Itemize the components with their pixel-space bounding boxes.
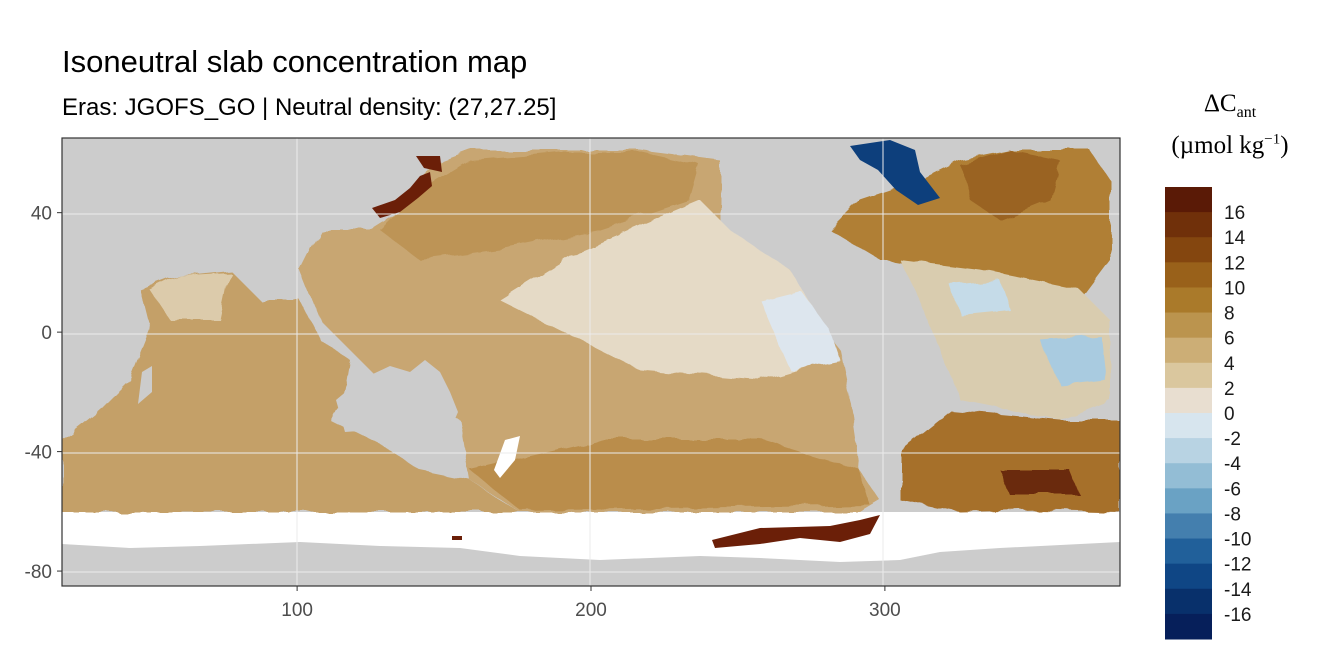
legend-title-subscript: ant	[1236, 104, 1257, 121]
colorbar-label: 0	[1224, 404, 1235, 425]
colorbar-swatch	[1165, 438, 1212, 464]
colorbar-label: 2	[1224, 379, 1235, 400]
colorbar-label: 8	[1224, 304, 1235, 325]
region-kuroshio	[372, 172, 432, 218]
colorbar-label: 14	[1224, 228, 1246, 249]
colorbar: 16 14 12 10 8 6 4 2 0 -2 -4 -6 -8 -10 -12 -14 -16	[1165, 187, 1252, 640]
colorbar-label: 16	[1224, 203, 1245, 224]
colorbar-swatch	[1165, 312, 1212, 339]
colorbar-swatch	[1165, 588, 1212, 615]
region-tropical-atlantic-blue	[1040, 335, 1105, 385]
colorbar-label: -10	[1224, 530, 1251, 551]
colorbar-swatch	[1165, 362, 1212, 389]
region-tropical-atlantic	[900, 260, 1110, 420]
colorbar-label: -4	[1224, 454, 1241, 475]
region-south-pacific-band	[470, 440, 870, 510]
colorbar-label: 4	[1224, 354, 1235, 375]
australia-land	[336, 360, 458, 446]
colorbar-swatch	[1165, 387, 1212, 414]
region-labrador-sea	[850, 140, 940, 205]
x-tick-label: 300	[869, 600, 901, 621]
region-indian-north-pale	[150, 272, 230, 320]
colorbar-label: -6	[1224, 479, 1241, 500]
colorbar-swatch	[1165, 513, 1212, 540]
y-tick-label: 40	[31, 204, 52, 225]
colorbar-swatch	[1165, 563, 1212, 590]
legend-unit-prefix: (µmol kg	[1171, 131, 1265, 159]
colorbar-swatch	[1165, 287, 1212, 314]
gridlines	[62, 138, 1120, 586]
colorbar-swatch	[1165, 237, 1212, 263]
region-north-pacific	[380, 152, 700, 260]
region-equatorial-pacific-blue	[760, 290, 840, 370]
colorbar-swatch	[1165, 613, 1212, 640]
colorbar-label: -12	[1224, 555, 1251, 576]
colorbar-swatch	[1165, 463, 1212, 489]
colorbar-label: 6	[1224, 329, 1235, 350]
colorbar-label: 12	[1224, 253, 1245, 274]
region-south-atlantic	[900, 410, 1120, 512]
colorbar-swatch	[1165, 413, 1212, 439]
x-axis: 100 200 300	[281, 586, 901, 621]
colorbar-swatch	[1165, 538, 1212, 565]
colorbar-label: -2	[1224, 429, 1241, 450]
y-tick-label: -80	[25, 562, 52, 583]
region-japan-sea	[416, 156, 442, 172]
colorbar-swatch	[1165, 488, 1212, 514]
region-equatorial-pacific	[500, 200, 830, 380]
region-ross-shelf	[452, 536, 462, 540]
region-south-atlantic-dark	[1000, 470, 1080, 495]
colorbar-swatch	[1165, 187, 1212, 213]
new-zealand-no-data	[494, 436, 520, 478]
y-axis: 40 0 -40 -80	[25, 204, 62, 583]
colorbar-label: -14	[1224, 580, 1252, 601]
y-tick-label: 0	[41, 323, 52, 344]
region-indian-ocean	[62, 270, 520, 512]
colorbar-label: -16	[1224, 605, 1251, 626]
region-north-atlantic-dark	[960, 150, 1060, 220]
region-tropical-atlantic-blue2	[950, 280, 1010, 315]
legend-title: ΔCant (µmol kg−1)	[1150, 84, 1310, 166]
legend-unit-exponent: −1	[1264, 131, 1281, 148]
colorbar-swatch	[1165, 262, 1212, 288]
colorbar-swatch	[1165, 212, 1212, 238]
legend-unit-suffix: )	[1280, 131, 1289, 159]
x-tick-label: 100	[281, 600, 313, 621]
chart-subtitle: Eras: JGOFS_GO | Neutral density: (27,27…	[62, 94, 557, 121]
colorbar-swatch	[1165, 337, 1212, 364]
colorbar-label: 10	[1224, 278, 1245, 299]
region-weddell-shelf	[712, 515, 880, 548]
y-tick-label: -40	[25, 443, 52, 464]
madagascar-land	[138, 366, 152, 404]
x-tick-label: 200	[575, 600, 607, 621]
chart-title: Isoneutral slab concentration map	[62, 44, 528, 79]
legend-title-symbol: ΔC	[1203, 90, 1237, 117]
colorbar-label: -8	[1224, 504, 1241, 525]
